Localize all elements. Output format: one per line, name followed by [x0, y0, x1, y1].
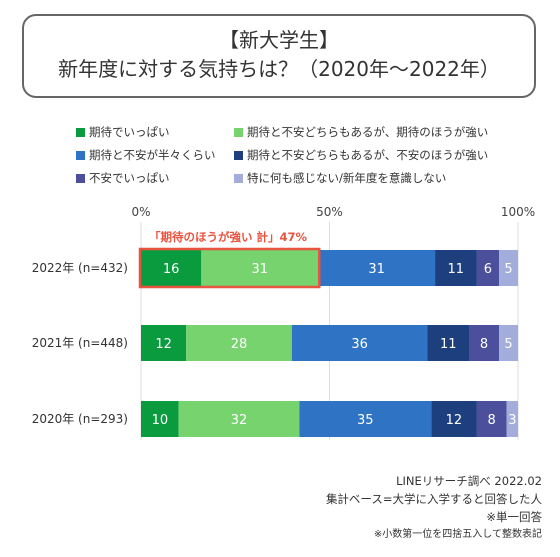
legend-item-s2: 期待と不安どちらもあるが、期待のほうが強い [234, 124, 534, 140]
data-label: 32 [231, 413, 248, 428]
data-label: 31 [368, 262, 385, 277]
bar-segment [427, 325, 469, 361]
data-label: 8 [487, 413, 495, 428]
data-label: 3 [508, 413, 516, 428]
legend-swatch-s6 [234, 173, 243, 183]
footer-base: 集計ベース=大学に入学すると回答した人 [325, 492, 542, 506]
data-label: 31 [251, 262, 268, 277]
data-label: 28 [231, 337, 248, 352]
x-tick-label-50: 50% [316, 205, 343, 219]
category-label: 2022年 (n=432) [32, 261, 128, 275]
x-tick-label-100: 100% [501, 205, 535, 219]
data-label: 16 [163, 262, 180, 277]
bar-segment [476, 250, 500, 286]
data-label: 11 [448, 262, 465, 277]
category-label: 2020年 (n=293) [32, 412, 128, 426]
data-label: 5 [504, 337, 512, 352]
legend-swatch-s2 [234, 127, 243, 137]
legend-label-s3: 期待と不安が半々くらい [89, 148, 216, 162]
data-label: 10 [152, 413, 169, 428]
x-tick-label-0: 0% [131, 205, 150, 219]
category-label: 2021年 (n=448) [32, 336, 128, 350]
bar-segment [299, 401, 432, 437]
title-box: 【新大学生】 新年度に対する気持ちは？（2020年～2022年） [22, 14, 536, 98]
legend-label-s2: 期待と不安どちらもあるが、期待のほうが強い [247, 125, 489, 139]
bar-segment [468, 325, 500, 361]
legend-label-s4: 期待と不安どちらもあるが、不安のほうが強い [247, 148, 489, 162]
bar-segment [186, 325, 292, 361]
legend-label-s5: 不安でいっぱい [89, 171, 170, 185]
legend-swatch-s1 [76, 127, 85, 137]
data-label: 5 [504, 262, 512, 277]
chart-title-line1: 【新大学生】 [219, 28, 339, 52]
legend-item-s4: 期待と不安どちらもあるが、不安のほうが強い [234, 147, 534, 163]
bar-segment [291, 325, 428, 361]
bar-segment [318, 250, 436, 286]
data-label: 12 [446, 413, 463, 428]
legend-label-s1: 期待でいっぱい [89, 125, 170, 139]
data-label: 6 [484, 262, 492, 277]
legend-swatch-s5 [76, 173, 85, 183]
legend-item-s1: 期待でいっぱい [76, 124, 234, 140]
data-label: 8 [480, 337, 488, 352]
bar-segment [201, 250, 319, 286]
bar-segment [476, 401, 507, 437]
footer-answer-type: ※単一回答 [486, 510, 542, 524]
highlight-label: 「期待のほうが強い 計」47% [149, 230, 308, 244]
data-label: 35 [357, 413, 374, 428]
footer-notes: LINEリサーチ調べ 2022.02 集計ベース=大学に入学すると回答した人 ※… [326, 472, 542, 544]
legend-item-s6: 特に何も感じない/新年度を意識しない [234, 170, 534, 186]
bar-segment [499, 325, 518, 361]
data-label: 36 [351, 337, 368, 352]
legend: 期待でいっぱい 期待と不安どちらもあるが、期待のほうが強い 期待と不安が半々くら… [76, 124, 546, 186]
chart-title-line2: 新年度に対する気持ちは？（2020年～2022年） [58, 57, 500, 81]
legend-swatch-s4 [234, 150, 243, 160]
legend-item-s3: 期待と不安が半々くらい [76, 147, 234, 163]
bar-segment [141, 250, 202, 286]
data-label: 11 [440, 337, 457, 352]
legend-label-s6: 特に何も感じない/新年度を意識しない [247, 171, 447, 185]
bar-segment [431, 401, 477, 437]
bar-segment [141, 325, 187, 361]
bar-segment [141, 401, 179, 437]
data-label: 12 [155, 337, 172, 352]
bar-segment [435, 250, 477, 286]
legend-swatch-s3 [76, 150, 85, 160]
bar-segment [499, 250, 518, 286]
bar-segment [506, 401, 518, 437]
bar-segment [178, 401, 300, 437]
footer-rounding-note: ※小数第一位を四捨五入して整数表記 [373, 529, 542, 540]
footer-source: LINEリサーチ調べ 2022.02 [396, 474, 542, 488]
highlight-box [138, 247, 321, 289]
legend-item-s5: 不安でいっぱい [76, 170, 234, 186]
